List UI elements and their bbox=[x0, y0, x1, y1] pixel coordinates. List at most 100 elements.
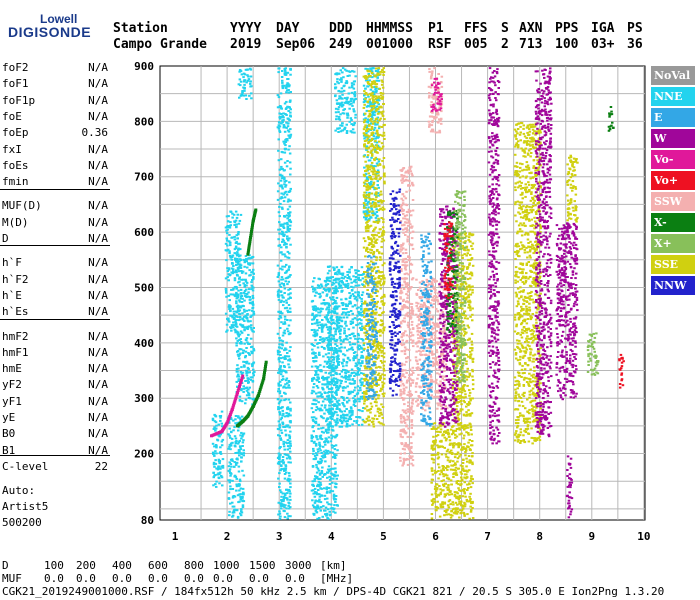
echo-point bbox=[350, 123, 353, 126]
echo-point bbox=[235, 310, 238, 313]
echo-point bbox=[314, 333, 318, 336]
echo-point bbox=[242, 349, 245, 352]
echo-point bbox=[347, 311, 351, 314]
parameter-label: MUF(D) bbox=[2, 199, 42, 213]
echo-point bbox=[354, 75, 357, 78]
echo-point bbox=[369, 276, 372, 279]
echo-point bbox=[249, 316, 252, 318]
echo-point bbox=[279, 251, 282, 254]
echo-point bbox=[430, 350, 434, 353]
echo-point bbox=[401, 305, 404, 308]
echo-point bbox=[344, 420, 347, 423]
echo-point bbox=[231, 459, 234, 462]
echo-point bbox=[313, 315, 316, 318]
echo-point bbox=[279, 373, 283, 376]
echo-point bbox=[370, 110, 374, 113]
echo-point bbox=[343, 327, 346, 330]
echo-point bbox=[411, 459, 415, 461]
echo-point bbox=[374, 165, 377, 168]
echo-point bbox=[322, 355, 325, 358]
echo-point bbox=[326, 428, 329, 431]
echo-point bbox=[367, 124, 371, 127]
echo-point bbox=[345, 132, 349, 134]
echo-point bbox=[442, 388, 445, 391]
echo-point bbox=[401, 447, 405, 450]
echo-point bbox=[237, 319, 241, 322]
echo-point bbox=[348, 292, 351, 294]
echo-point bbox=[349, 406, 353, 409]
echo-point bbox=[329, 451, 332, 454]
echo-point bbox=[415, 301, 418, 304]
echo-point bbox=[287, 472, 291, 475]
echo-point bbox=[421, 407, 424, 410]
echo-point bbox=[288, 455, 291, 458]
echo-point bbox=[330, 315, 333, 318]
echo-point bbox=[280, 276, 284, 279]
echo-point bbox=[423, 303, 426, 306]
echo-point bbox=[369, 248, 372, 251]
echo-point bbox=[439, 105, 443, 107]
echo-point bbox=[319, 307, 323, 310]
echo-point bbox=[408, 410, 412, 413]
echo-point bbox=[225, 239, 229, 242]
echo-point bbox=[351, 86, 354, 89]
echo-point bbox=[360, 423, 364, 426]
echo-point bbox=[231, 488, 235, 490]
echo-point bbox=[322, 337, 325, 340]
echo-point bbox=[285, 471, 288, 474]
parameter-row: M(D) N/A bbox=[2, 216, 108, 232]
echo-point bbox=[374, 88, 377, 91]
echo-point bbox=[219, 446, 222, 449]
parameter-value: N/A bbox=[88, 61, 108, 74]
echo-point bbox=[226, 276, 229, 279]
echo-point bbox=[279, 92, 283, 95]
echo-point bbox=[334, 271, 337, 274]
echo-point bbox=[278, 228, 282, 231]
echo-point bbox=[239, 318, 242, 321]
echo-point bbox=[367, 138, 370, 141]
echo-point bbox=[239, 418, 242, 421]
echo-point bbox=[280, 399, 283, 402]
echo-point bbox=[336, 474, 339, 477]
echo-point bbox=[338, 102, 341, 105]
echo-point bbox=[325, 488, 328, 490]
echo-point bbox=[237, 270, 241, 273]
echo-point bbox=[369, 88, 373, 91]
echo-point bbox=[433, 331, 437, 334]
echo-point bbox=[286, 448, 289, 451]
echo-point bbox=[362, 84, 366, 87]
echo-point bbox=[431, 296, 435, 299]
echo-point bbox=[334, 350, 338, 353]
echo-point bbox=[280, 429, 283, 432]
echo-point bbox=[325, 337, 328, 339]
echo-point bbox=[281, 459, 285, 461]
echo-point bbox=[286, 129, 290, 132]
echo-point bbox=[236, 295, 239, 298]
echo-point bbox=[366, 137, 369, 140]
echo-point bbox=[235, 325, 238, 328]
echo-point bbox=[326, 320, 330, 323]
echo-point bbox=[288, 386, 291, 389]
echo-point bbox=[287, 280, 290, 283]
echo-point bbox=[245, 347, 248, 349]
echo-point bbox=[362, 128, 366, 131]
echo-point bbox=[332, 353, 335, 356]
echo-point bbox=[369, 105, 373, 108]
echo-point bbox=[279, 117, 282, 120]
echo-point bbox=[251, 330, 254, 333]
echo-point bbox=[285, 243, 288, 246]
echo-point bbox=[318, 472, 322, 475]
echo-point bbox=[288, 502, 291, 505]
echo-point bbox=[428, 338, 431, 341]
echo-point bbox=[411, 328, 415, 330]
echo-point bbox=[279, 407, 283, 410]
echo-point bbox=[410, 393, 413, 396]
echo-point bbox=[430, 72, 434, 75]
echo-point bbox=[374, 328, 377, 331]
parameter-label: h`Es bbox=[2, 305, 29, 319]
echo-point bbox=[336, 356, 340, 359]
echo-point bbox=[355, 419, 359, 422]
echo-point bbox=[311, 318, 314, 321]
echo-point bbox=[280, 347, 284, 350]
echo-point bbox=[335, 290, 338, 293]
